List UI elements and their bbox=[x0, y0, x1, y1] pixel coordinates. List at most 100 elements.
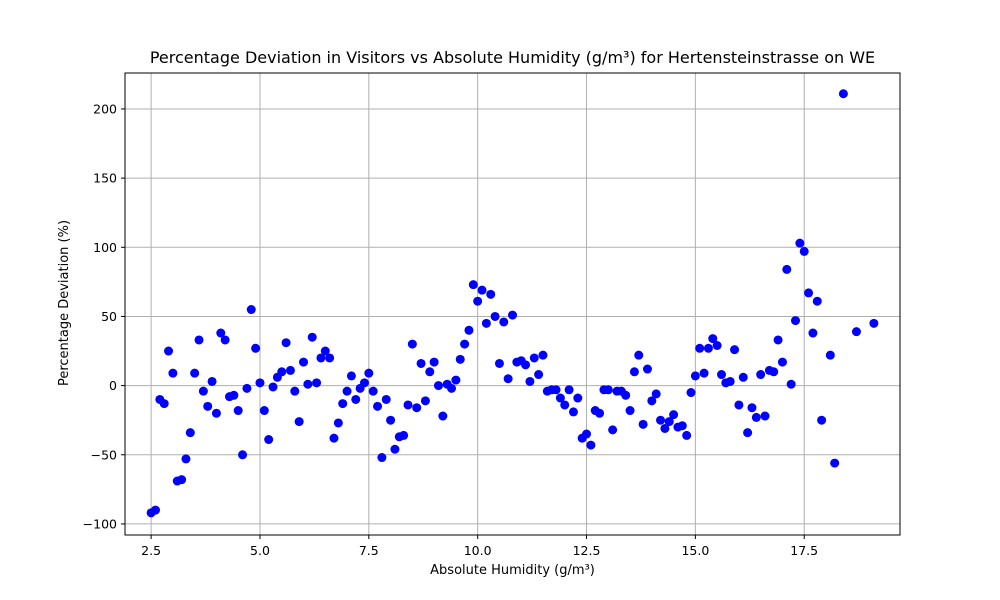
data-point bbox=[490, 311, 500, 321]
data-point bbox=[629, 367, 639, 377]
data-point bbox=[451, 375, 461, 385]
data-point bbox=[555, 393, 565, 403]
data-point bbox=[529, 353, 539, 363]
data-point bbox=[447, 383, 457, 393]
data-point bbox=[608, 425, 618, 435]
data-point bbox=[159, 399, 169, 409]
x-tick-label: 12.5 bbox=[573, 543, 601, 558]
data-point bbox=[168, 368, 178, 378]
data-point bbox=[747, 403, 757, 413]
data-point bbox=[756, 370, 766, 380]
data-point bbox=[677, 421, 687, 431]
data-point bbox=[346, 371, 356, 381]
data-point bbox=[690, 371, 700, 381]
x-tick-label: 2.5 bbox=[141, 543, 161, 558]
data-point bbox=[268, 382, 278, 392]
data-point bbox=[468, 280, 478, 290]
data-point bbox=[503, 374, 513, 384]
data-point bbox=[220, 335, 230, 345]
x-axis-label: Absolute Humidity (g/m³) bbox=[430, 563, 595, 578]
data-point bbox=[164, 346, 174, 356]
data-point bbox=[651, 389, 661, 399]
data-point bbox=[338, 399, 348, 409]
data-point bbox=[438, 411, 448, 421]
data-point bbox=[494, 358, 504, 368]
y-tick-label: 50 bbox=[101, 309, 117, 324]
data-point bbox=[190, 368, 200, 378]
x-tick-label: 15.0 bbox=[681, 543, 709, 558]
data-point bbox=[211, 408, 221, 418]
data-point bbox=[433, 381, 443, 391]
data-point bbox=[312, 378, 322, 388]
data-point bbox=[769, 367, 779, 377]
data-point bbox=[216, 328, 226, 338]
data-point bbox=[412, 403, 422, 413]
data-point bbox=[838, 89, 848, 99]
data-point bbox=[808, 328, 818, 338]
data-point bbox=[407, 339, 417, 349]
data-point bbox=[294, 417, 304, 427]
data-point bbox=[285, 365, 295, 375]
data-point bbox=[708, 334, 718, 344]
data-point bbox=[716, 370, 726, 380]
y-tick-label: −100 bbox=[83, 516, 117, 531]
data-point bbox=[460, 339, 470, 349]
data-point bbox=[817, 415, 827, 425]
data-point bbox=[238, 450, 248, 460]
data-point bbox=[420, 396, 430, 406]
data-point bbox=[642, 364, 652, 374]
data-point bbox=[760, 411, 770, 421]
data-point bbox=[425, 367, 435, 377]
data-point bbox=[368, 386, 378, 396]
data-point bbox=[251, 343, 261, 353]
data-point bbox=[582, 429, 592, 439]
data-point bbox=[568, 407, 578, 417]
data-point bbox=[416, 358, 426, 368]
chart-title: Percentage Deviation in Visitors vs Abso… bbox=[150, 48, 875, 67]
data-point bbox=[595, 408, 605, 418]
data-point bbox=[255, 378, 265, 388]
data-point bbox=[281, 338, 291, 348]
y-tick-label: 150 bbox=[93, 171, 117, 186]
data-point bbox=[647, 396, 657, 406]
data-point bbox=[464, 325, 474, 335]
data-point bbox=[869, 318, 879, 328]
data-point bbox=[150, 505, 160, 515]
data-point bbox=[390, 444, 400, 454]
data-point bbox=[242, 383, 252, 393]
y-tick-label: −50 bbox=[91, 447, 117, 462]
data-point bbox=[686, 388, 696, 398]
data-point bbox=[203, 401, 213, 411]
data-point bbox=[812, 296, 822, 306]
data-point bbox=[325, 353, 335, 363]
data-point bbox=[233, 406, 243, 416]
data-point bbox=[342, 386, 352, 396]
data-point bbox=[795, 238, 805, 248]
data-point bbox=[777, 357, 787, 367]
y-axis-label: Percentage Deviation (%) bbox=[57, 220, 72, 386]
data-point bbox=[277, 367, 287, 377]
data-point bbox=[603, 385, 613, 395]
data-point bbox=[773, 335, 783, 345]
data-point bbox=[573, 393, 583, 403]
y-tick-label: 100 bbox=[93, 240, 117, 255]
data-point bbox=[560, 400, 570, 410]
data-point bbox=[669, 410, 679, 420]
y-tick-label: 0 bbox=[109, 378, 117, 393]
data-point bbox=[381, 394, 391, 404]
data-point bbox=[373, 401, 383, 411]
data-point bbox=[508, 310, 517, 320]
data-point bbox=[734, 400, 744, 410]
data-point bbox=[455, 354, 465, 364]
data-point bbox=[399, 430, 409, 440]
data-point bbox=[194, 335, 204, 345]
data-point bbox=[699, 368, 709, 378]
data-point bbox=[660, 423, 670, 433]
data-point bbox=[521, 360, 531, 370]
data-point bbox=[743, 428, 753, 438]
data-point bbox=[198, 386, 208, 396]
data-point bbox=[638, 419, 648, 429]
data-point bbox=[320, 346, 330, 356]
data-point bbox=[538, 350, 548, 360]
